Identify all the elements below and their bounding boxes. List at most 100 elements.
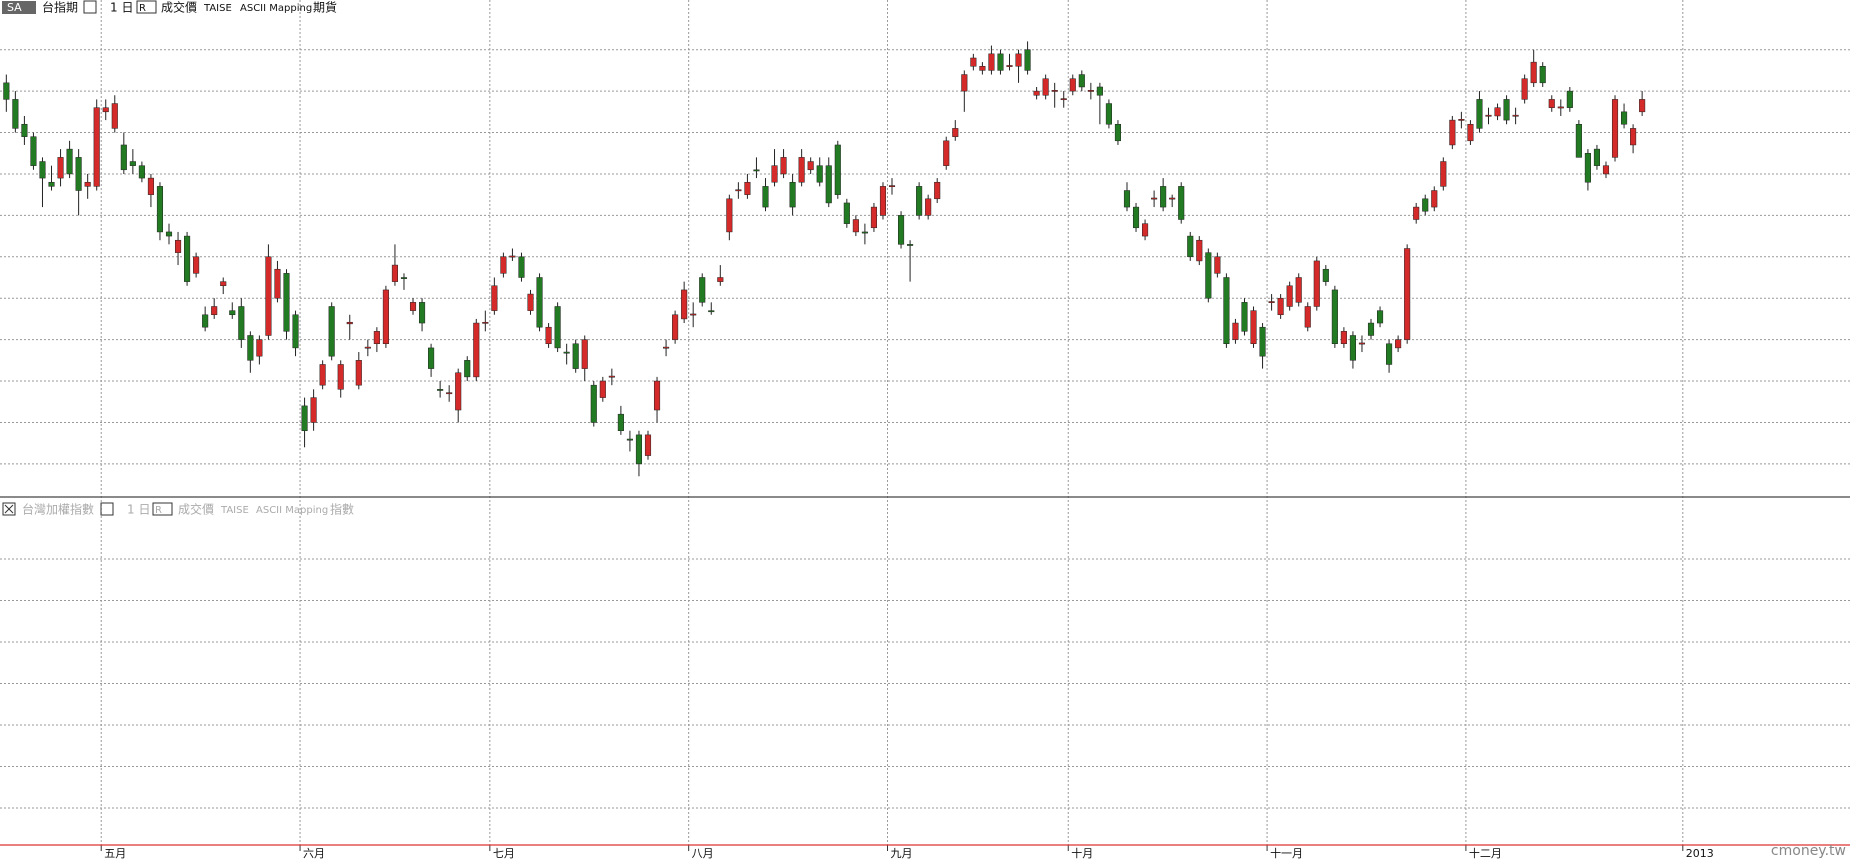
candle-body [1241, 302, 1248, 332]
candle-body [653, 380, 661, 411]
badge[interactable] [2, 1, 36, 14]
candle-body [1485, 114, 1492, 117]
candle-body [744, 181, 751, 195]
mapping: ASCII Mapping [240, 3, 312, 14]
candle-body [446, 392, 453, 395]
candle-body [382, 289, 389, 345]
sub-price-type: 成交價 [178, 502, 214, 517]
candle-body [952, 128, 959, 137]
candle-body [1566, 90, 1573, 108]
candle-body [681, 289, 688, 320]
candle-body [970, 57, 977, 67]
candle-body [229, 310, 236, 316]
mode-button[interactable] [152, 502, 173, 516]
watermark: cmoney.tw [1771, 843, 1846, 859]
candle-body [482, 321, 489, 324]
candle-body [491, 285, 498, 311]
x-tick-label: 七月 [493, 847, 515, 860]
candle-body [102, 107, 109, 113]
candle-body [391, 264, 398, 282]
candle-body [500, 256, 507, 274]
candle-body [129, 161, 136, 166]
dropdown[interactable] [83, 0, 97, 14]
candle-body [1250, 310, 1257, 345]
candle-body [111, 103, 118, 129]
candle-body [147, 177, 154, 195]
candle-body [1467, 124, 1474, 142]
sub-period: 1 日 [127, 503, 150, 517]
candle-body [708, 310, 715, 313]
candle-body [1395, 339, 1402, 349]
candle-body [1078, 74, 1085, 88]
candle-body [283, 273, 290, 332]
candle-body [455, 372, 462, 411]
candle-body [1105, 103, 1112, 125]
candle-body [897, 215, 905, 245]
candle-body [1142, 223, 1149, 237]
candle-body [1340, 331, 1347, 345]
candle-body [174, 239, 182, 253]
candle-body [1096, 86, 1103, 96]
candle-body [1521, 78, 1528, 100]
candle-body [138, 165, 145, 179]
candle-body [997, 53, 1004, 71]
candle-body [1322, 268, 1329, 282]
symbol[interactable]: 台指期 [42, 0, 78, 15]
candle-body [1557, 106, 1564, 109]
candle-body [1404, 248, 1411, 340]
candle-body [545, 326, 552, 345]
candle-body [1042, 78, 1049, 96]
candle-body [400, 277, 408, 279]
badge-text: SA [7, 1, 22, 14]
price-type: 成交價 [161, 0, 197, 15]
candle-body [753, 169, 760, 172]
candle-body [48, 181, 55, 187]
candle-body [1575, 124, 1582, 158]
candles [3, 41, 1646, 477]
candle-body [1223, 277, 1230, 345]
candle-body [437, 389, 444, 391]
candle-body [509, 255, 516, 258]
candle-body [1178, 186, 1185, 220]
candle-body [1476, 99, 1483, 129]
candle-body [1051, 90, 1058, 92]
sub-mapping: ASCII Mapping [256, 505, 328, 516]
candle-body [626, 438, 633, 441]
candle-body [184, 235, 191, 282]
x-tick-label: 十二月 [1469, 846, 1502, 860]
x-tick-label: 2013 [1686, 847, 1714, 860]
candle-body [617, 413, 624, 431]
candle-body [1449, 119, 1456, 146]
candle-body [57, 157, 64, 179]
candle-body [93, 107, 100, 187]
candle-body [879, 186, 887, 216]
sub-symbol[interactable]: 台灣加權指數 [22, 502, 94, 517]
candle-body [464, 360, 471, 378]
candle-body [1187, 235, 1194, 258]
close-button[interactable] [2, 502, 16, 516]
candle-body [635, 434, 643, 465]
candle-body [934, 181, 941, 200]
candle-body [1376, 310, 1384, 324]
candle-body [1593, 148, 1600, 166]
mode: R [139, 3, 146, 14]
dropdown[interactable] [100, 502, 114, 516]
candle-body [84, 181, 91, 187]
candle-body [409, 302, 417, 311]
period[interactable]: 1 日 [110, 1, 133, 15]
candle-body [717, 277, 724, 282]
candle-body [247, 335, 254, 361]
candle-body [1268, 301, 1275, 303]
candle-body [1503, 99, 1510, 121]
candle-body [120, 144, 127, 171]
candle-body [1413, 206, 1420, 220]
candle-body [726, 198, 733, 233]
x-tick-label: 五月 [104, 847, 126, 860]
candle-body [1358, 342, 1366, 345]
candle-body [274, 268, 281, 299]
candle-body [1151, 197, 1158, 200]
candle-body [563, 351, 570, 354]
candle-body [238, 306, 245, 340]
mode-button[interactable] [136, 0, 157, 14]
candle-body [202, 314, 209, 328]
